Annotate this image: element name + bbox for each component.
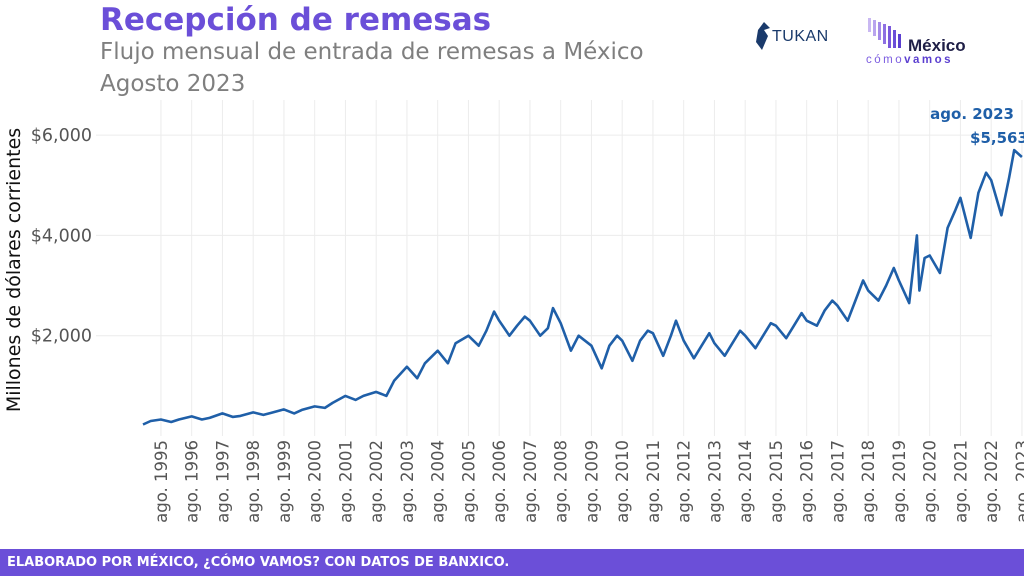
y-tick-label: $6,000 [31,126,92,146]
annotation-date-label: ago. 2023 [930,105,1014,123]
mexico-como-vamos-tagline: cómovamos [866,54,953,66]
y-tick-label: $4,000 [31,226,92,246]
x-tick-label: ago. 1999 [275,440,294,523]
x-tick-label: ago. 2003 [398,440,417,523]
y-axis-ticks: $2,000 $4,000 $6,000 [31,126,92,347]
x-axis-ticks: ago. 1995 ago. 1996 ago. 1997 ago. 1998 ago.… [152,440,1024,523]
x-tick-label: ago. 2011 [644,440,663,523]
x-tick-label: ago. 2008 [552,440,571,523]
tukan-logo-text: TUKAN [772,28,829,45]
series-line-remesas [142,148,1023,426]
mexico-como-vamos-logo [868,18,901,48]
chart-subtitle: Flujo mensual de entrada de remesas a Mé… [100,39,644,65]
x-tick-label: ago. 1998 [244,440,263,523]
x-tick-label: ago. 2014 [736,440,755,523]
x-tick-label: ago. 2023 [1013,440,1024,523]
x-tick-label: ago. 2006 [490,440,509,523]
x-tick-label: ago. 2000 [306,440,325,523]
x-tick-label: ago. 2022 [982,440,1001,523]
y-axis-label: Millones de dólares corrientes [3,128,25,412]
x-tick-label: ago. 2010 [613,440,632,523]
y-tick-label: $2,000 [31,327,92,347]
x-tick-label: ago. 2012 [675,440,694,523]
grid [96,100,1023,436]
x-tick-label: ago. 2009 [582,440,601,523]
mexico-como-vamos-name: México [908,36,966,55]
x-tick-label: ago. 2016 [798,440,817,523]
x-tick-label: ago. 2005 [459,440,478,523]
x-tick-label: ago. 2019 [890,440,909,523]
x-tick-label: ago. 2007 [521,440,540,523]
x-tick-label: ago. 2017 [828,440,847,523]
mcv-tag-como: cómo [866,54,905,66]
chart-period: Agosto 2023 [100,71,246,97]
x-tick-label: ago. 2018 [859,440,878,523]
x-tick-label: ago. 1997 [213,440,232,523]
x-tick-label: ago. 2020 [921,440,940,523]
mcv-tag-vamos: vamos [904,54,954,66]
x-tick-label: ago. 2002 [367,440,386,523]
tukan-logo [756,22,770,50]
x-tick-label: ago. 2021 [951,440,970,523]
footer-source: ELABORADO POR MÉXICO, ¿CÓMO VAMOS? CON D… [0,549,1024,576]
x-tick-label: ago. 2015 [767,440,786,523]
x-tick-label: ago. 2001 [336,440,355,523]
chart-title: Recepción de remesas [100,2,492,38]
x-tick-label: ago. 1995 [152,440,171,523]
x-tick-label: ago. 1996 [183,440,202,523]
line-chart: $2,000$4,000$6,000 ago. 1995 ago. 1996 ago… [3,100,1024,523]
x-tick-label: ago. 2013 [705,440,724,523]
x-tick-label: ago. 2004 [429,440,448,523]
annotation-value-label: $5,563 [970,129,1024,147]
